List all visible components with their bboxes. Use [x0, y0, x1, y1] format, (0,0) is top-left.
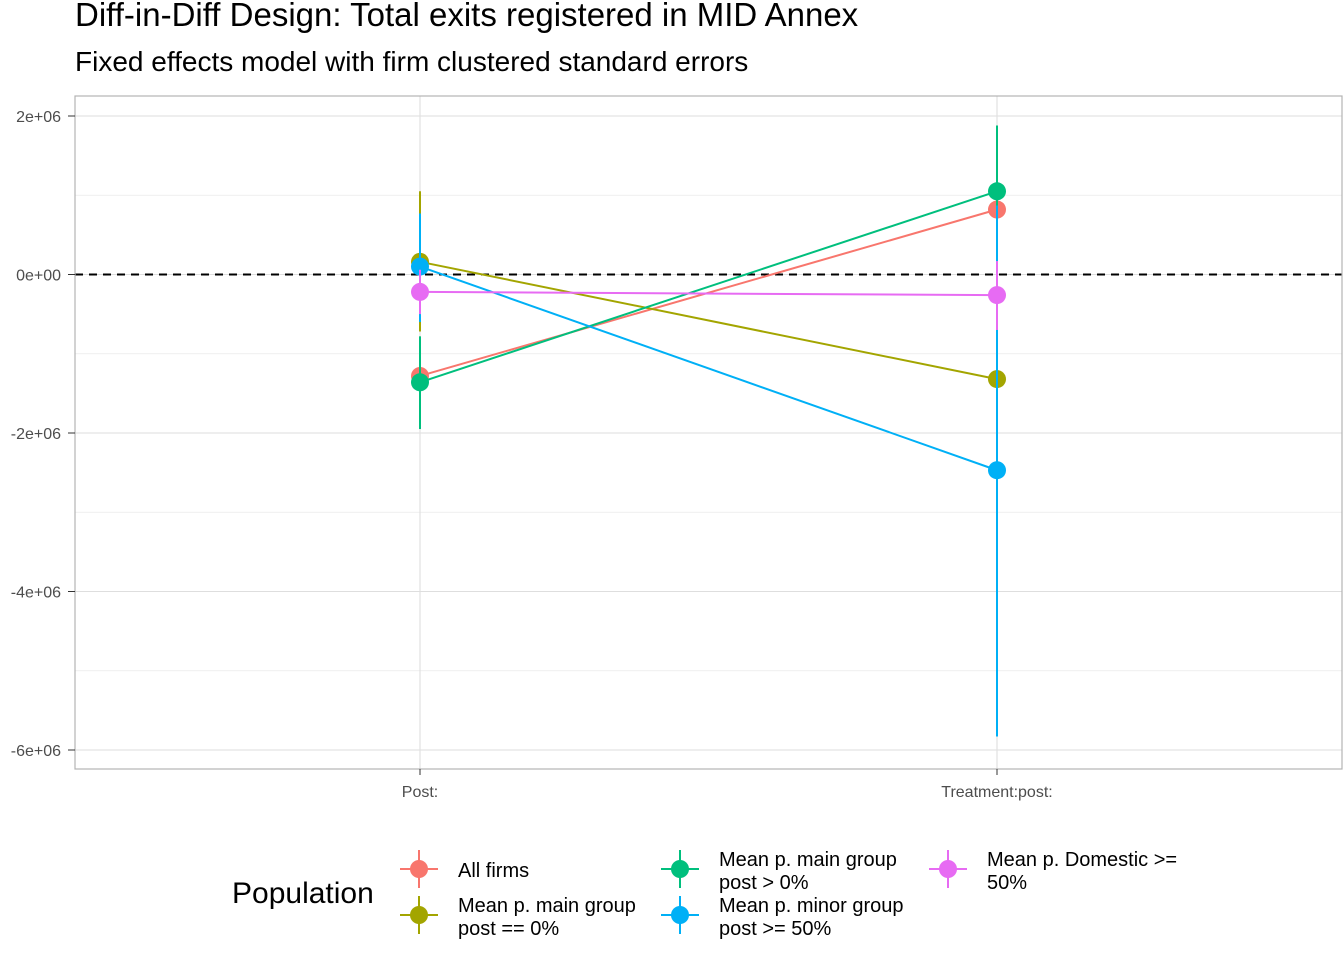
series-line: [419, 190, 998, 384]
series-line: [419, 265, 998, 472]
legend-label: Mean p. Domestic >= 50%: [987, 849, 1177, 894]
x-tick-label: Post:: [402, 784, 438, 801]
legend-label-line: Mean p. main group: [719, 849, 897, 871]
legend-title: Population: [232, 877, 374, 910]
legend-label: All firms: [458, 860, 529, 882]
legend-entry: Mean p. main group post > 0%: [661, 849, 897, 894]
legend-label-line: post == 0%: [458, 918, 559, 940]
legend-label-line: post >= 50%: [719, 918, 832, 940]
y-tick-label: -6e+06: [11, 743, 61, 760]
y-tick-label: -2e+06: [11, 426, 61, 443]
legend-label-line: post > 0%: [719, 872, 809, 894]
data-point: [988, 461, 1006, 480]
legend-key-point: [410, 860, 428, 878]
chart-subtitle: Fixed effects model with firm clustered …: [75, 46, 749, 77]
series-layer: [411, 125, 1006, 737]
legend-key-point: [671, 906, 689, 924]
legend-label-line: 50%: [987, 872, 1027, 894]
series-4: [411, 261, 1006, 330]
legend-label-line: All firms: [458, 860, 529, 882]
axis-layer: 2e+06 0e+00 -2e+06 -4e+06 -6e+06 Post: Treatme…: [11, 109, 1053, 801]
y-tick-label: -4e+06: [11, 585, 61, 602]
legend-entry: Mean p. main group post == 0%: [400, 895, 636, 940]
y-tick-label: 2e+06: [16, 109, 61, 126]
data-point: [988, 286, 1006, 305]
legend-label-line: Mean p. main group: [458, 895, 636, 917]
data-point: [411, 373, 429, 392]
data-point: [411, 257, 429, 276]
legend-label-line: Mean p. Domestic >=: [987, 849, 1177, 871]
data-point: [411, 282, 429, 301]
data-point: [988, 182, 1006, 201]
series-3: [411, 205, 1006, 737]
x-tick-label: Treatment:post:: [941, 784, 1052, 801]
series-2: [411, 125, 1006, 430]
legend-key-point: [671, 860, 689, 878]
legend-entry: Mean p. Domestic >= 50%: [929, 849, 1177, 894]
legend-label-line: Mean p. minor group: [719, 895, 904, 917]
y-tick-label: 0e+00: [16, 268, 61, 285]
chart-title: Diff-in-Diff Design: Total exits registe…: [75, 0, 859, 33]
series-line: [419, 260, 998, 381]
grid-layer: [75, 96, 1342, 769]
series-1: [411, 191, 1006, 422]
legend-label: Mean p. main group post == 0%: [458, 895, 636, 940]
legend-entry: Mean p. minor group post >= 50%: [661, 895, 904, 940]
legend-entry: All firms: [400, 850, 529, 888]
legend-key-point: [410, 906, 428, 924]
legend-label: Mean p. main group post > 0%: [719, 849, 897, 894]
legend-label: Mean p. minor group post >= 50%: [719, 895, 904, 940]
legend-key-point: [939, 860, 957, 878]
series-line: [419, 290, 998, 297]
